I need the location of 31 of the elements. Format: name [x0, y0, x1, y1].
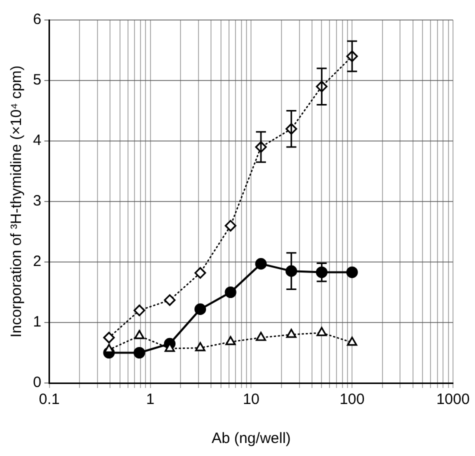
point	[224, 220, 236, 232]
point	[225, 336, 236, 346]
y-tick-label: 4	[33, 132, 42, 150]
y-tick-label: 0	[33, 374, 42, 392]
x-tick-label: 1	[146, 391, 154, 408]
point	[134, 346, 146, 359]
point	[194, 303, 206, 315]
y-tick-label: 2	[33, 253, 42, 270]
point	[134, 304, 146, 316]
x-tick-label: 1000	[436, 391, 470, 408]
point	[256, 332, 266, 341]
point	[195, 342, 206, 352]
point	[134, 330, 144, 340]
y-tick-label: 1	[33, 314, 42, 331]
point	[286, 328, 296, 338]
y-tick-label: 5	[33, 72, 42, 89]
point	[103, 332, 115, 344]
x-tick-label: 100	[340, 391, 365, 408]
x-tick-label: 10	[242, 391, 260, 408]
x-axis-title: Ab (ng/well)	[212, 430, 291, 448]
point	[255, 258, 267, 270]
y-axis-title: Incorporation of ³H-thymidine (×10⁴ cpm)	[8, 66, 26, 338]
x-tick-label: 0.1	[38, 391, 60, 408]
point	[316, 326, 327, 336]
point	[346, 266, 358, 278]
point	[164, 294, 176, 306]
point	[224, 286, 236, 298]
point	[194, 267, 206, 279]
y-tick-label: 6	[33, 11, 42, 28]
point	[346, 336, 358, 346]
y-tick-label: 3	[33, 192, 42, 210]
